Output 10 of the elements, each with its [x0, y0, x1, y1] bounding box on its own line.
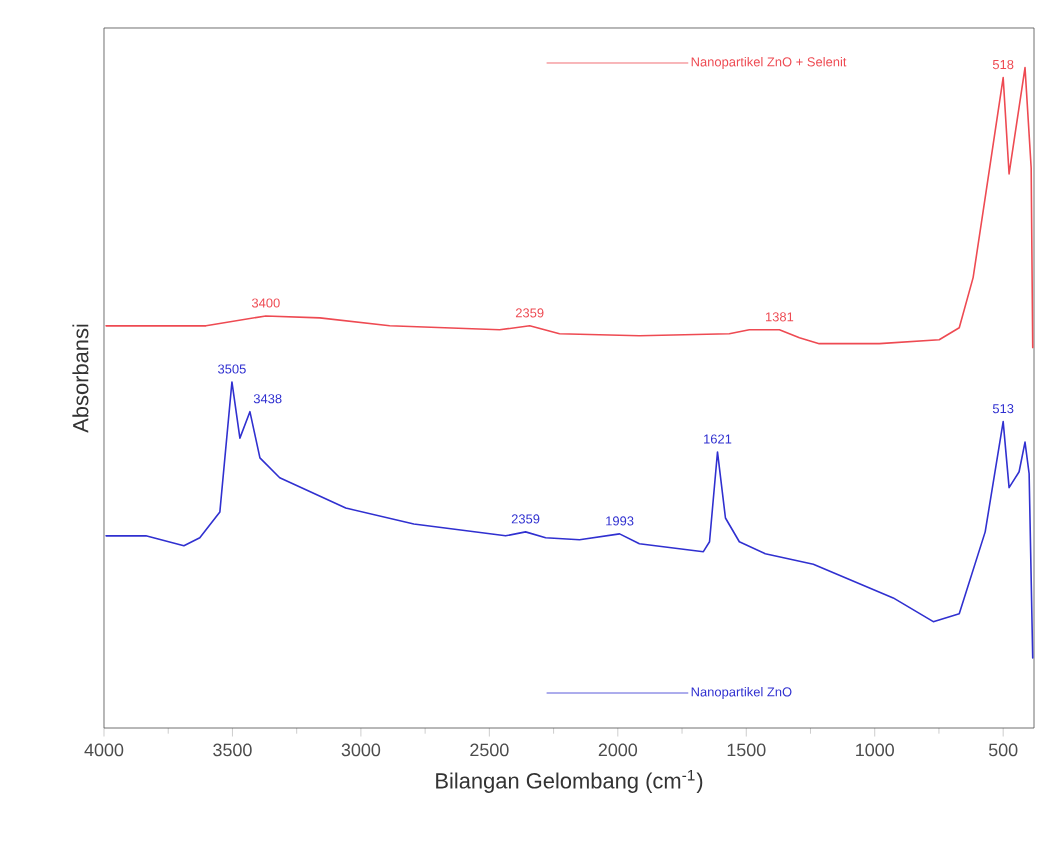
x-tick-label: 2000: [598, 743, 638, 757]
x-tick-label: 500: [988, 743, 1018, 757]
x-tick-label: 1000: [856, 743, 894, 757]
x-tick-label: 4000: [84, 743, 124, 757]
x-axis-title: Bilangan Gelombang (cm$^{-1}$): [436, 769, 703, 793]
x-tick-label: 1500: [727, 743, 766, 757]
x-tick-label: 2500: [470, 743, 509, 757]
x-tick-label: 3000: [341, 743, 381, 757]
y-axis-title: Absorbansi: [72, 324, 89, 433]
x-tick-label: 3500: [213, 743, 252, 757]
